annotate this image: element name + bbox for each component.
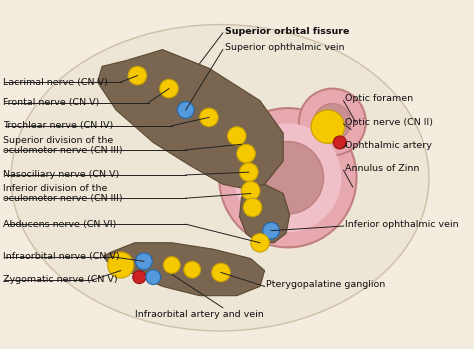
Ellipse shape	[108, 252, 134, 278]
Text: Infraorbital artery and vein: Infraorbital artery and vein	[135, 310, 264, 319]
Ellipse shape	[184, 261, 201, 278]
Ellipse shape	[212, 263, 230, 282]
Ellipse shape	[133, 270, 146, 284]
Text: Optic foramen: Optic foramen	[346, 94, 413, 103]
Ellipse shape	[251, 233, 269, 252]
Ellipse shape	[177, 102, 194, 118]
Ellipse shape	[200, 108, 218, 127]
Text: Trochlear nerve (CN IV): Trochlear nerve (CN IV)	[3, 121, 113, 130]
Ellipse shape	[136, 253, 152, 270]
Text: Abducens nerve (CN VI): Abducens nerve (CN VI)	[3, 220, 116, 229]
Ellipse shape	[263, 222, 280, 239]
Ellipse shape	[252, 142, 324, 214]
Polygon shape	[98, 50, 283, 189]
Text: Frontal nerve (CN V): Frontal nerve (CN V)	[3, 98, 99, 107]
Text: Superior division of the
oculomotor nerve (CN III): Superior division of the oculomotor nerv…	[3, 135, 122, 155]
Text: Inferior ophthalmic vein: Inferior ophthalmic vein	[346, 220, 459, 229]
Ellipse shape	[333, 136, 346, 149]
Ellipse shape	[128, 66, 146, 85]
Text: Annulus of Zinn: Annulus of Zinn	[346, 164, 420, 173]
Ellipse shape	[314, 104, 351, 140]
Polygon shape	[239, 184, 290, 243]
Text: Pterygopalatine ganglion: Pterygopalatine ganglion	[266, 280, 386, 289]
Text: Zygomatic nerve (CN V): Zygomatic nerve (CN V)	[3, 275, 118, 284]
Ellipse shape	[243, 198, 262, 217]
Ellipse shape	[228, 127, 246, 145]
Ellipse shape	[239, 163, 258, 181]
Ellipse shape	[299, 89, 366, 155]
Ellipse shape	[237, 144, 255, 163]
Ellipse shape	[241, 181, 260, 200]
Text: Infraorbital nerve (CN V): Infraorbital nerve (CN V)	[3, 252, 119, 261]
Text: Optic nerve (CN II): Optic nerve (CN II)	[346, 118, 433, 127]
Ellipse shape	[11, 24, 429, 331]
Polygon shape	[104, 243, 264, 296]
Text: Ophthalmic artery: Ophthalmic artery	[346, 141, 432, 150]
Ellipse shape	[234, 124, 341, 232]
Text: Superior orbital fissure: Superior orbital fissure	[225, 27, 349, 36]
Ellipse shape	[146, 270, 161, 284]
Text: Inferior division of the
oculomotor nerve (CN III): Inferior division of the oculomotor nerv…	[3, 184, 122, 203]
Ellipse shape	[311, 110, 345, 143]
Text: Lacrimal nerve (CN V): Lacrimal nerve (CN V)	[3, 77, 108, 87]
Ellipse shape	[219, 108, 356, 247]
Ellipse shape	[164, 257, 180, 273]
Text: Superior ophthalmic vein: Superior ophthalmic vein	[225, 43, 344, 52]
Text: Nasociliary nerve (CN V): Nasociliary nerve (CN V)	[3, 170, 119, 179]
Ellipse shape	[160, 79, 178, 98]
